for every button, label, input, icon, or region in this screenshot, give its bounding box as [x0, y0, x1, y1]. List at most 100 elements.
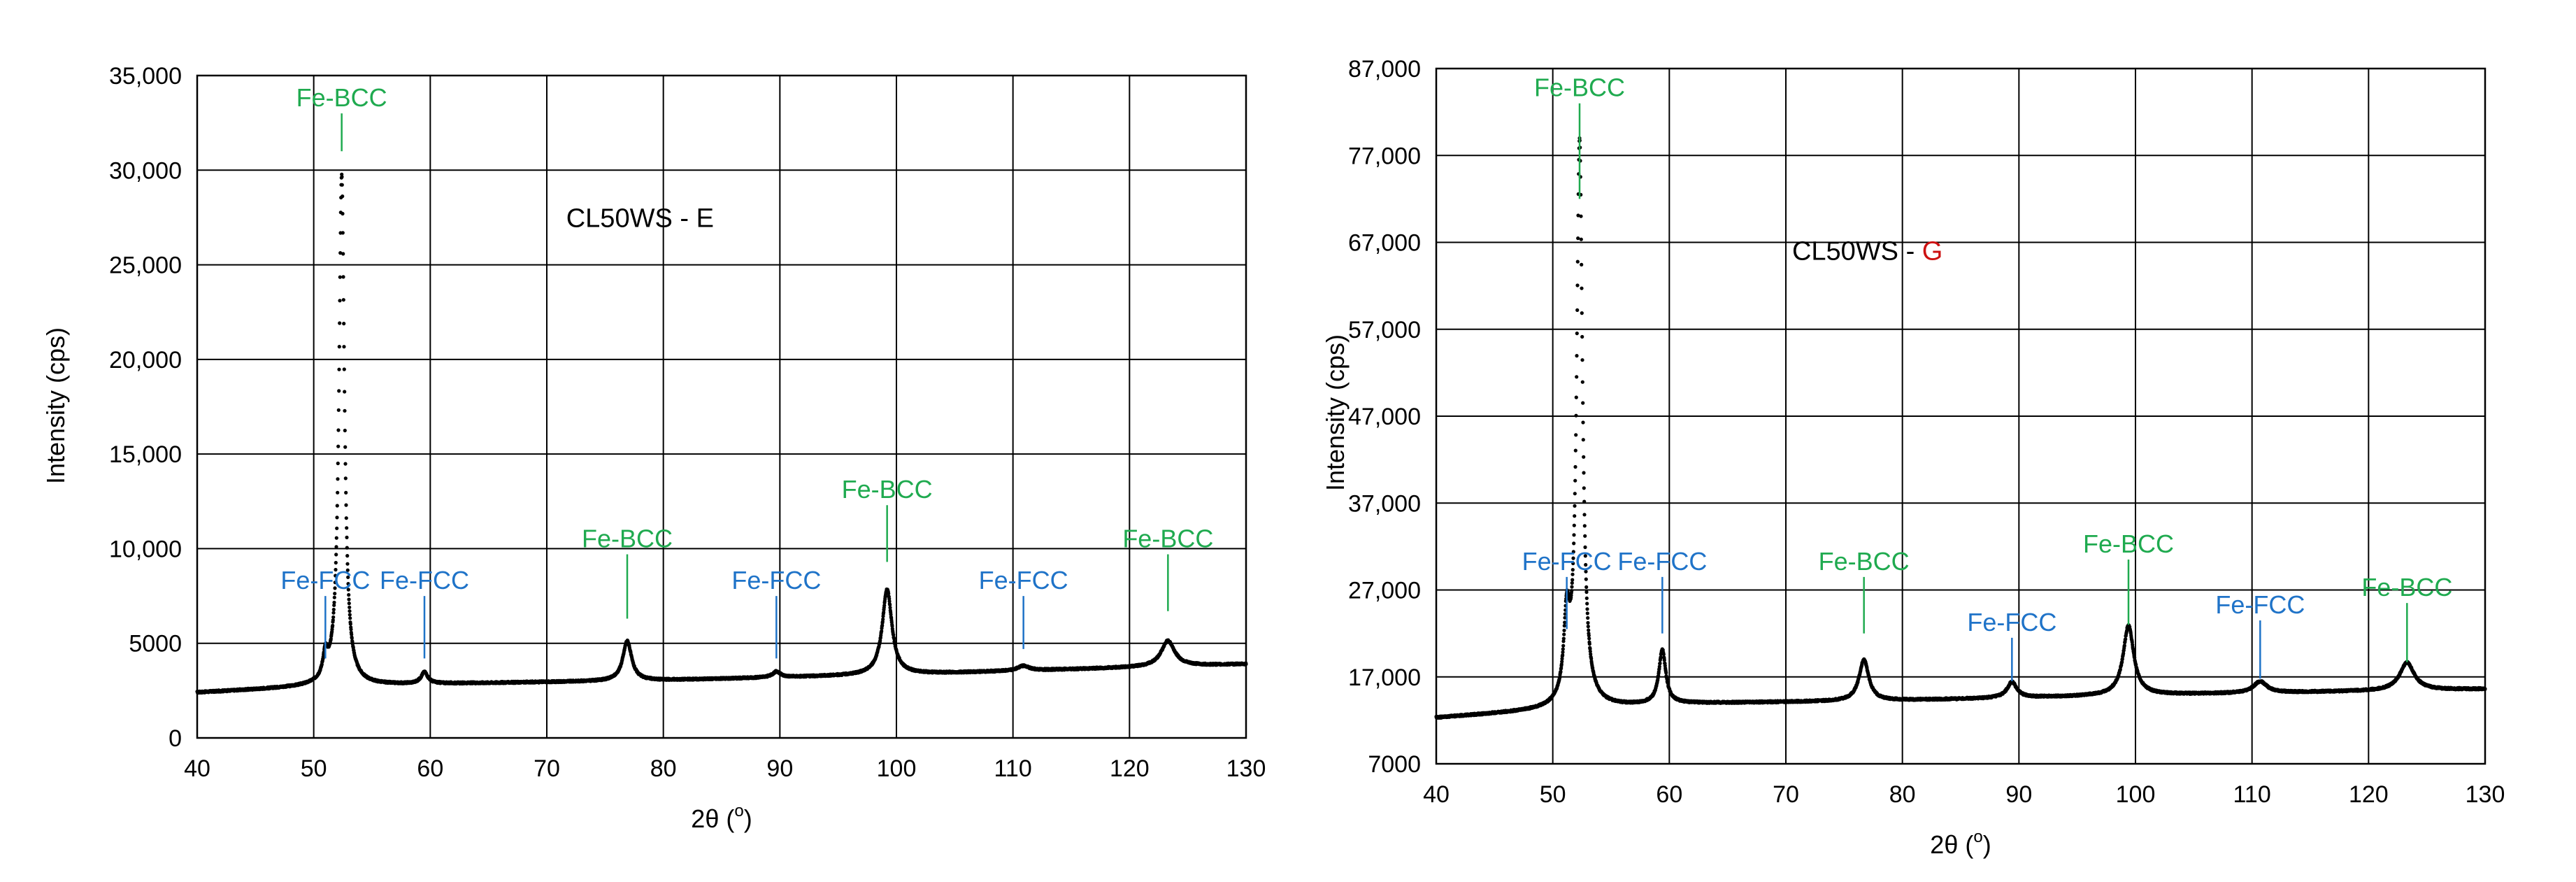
- data-point: [343, 367, 346, 371]
- y-tick-label: 0: [169, 725, 182, 752]
- x-axis-title-degree: o: [1973, 827, 1982, 846]
- y-tick-label: 47,000: [1348, 404, 1421, 430]
- peak-annotation-bcc: Fe-BCC: [1122, 525, 1213, 611]
- data-point: [341, 231, 345, 234]
- y-tick-label: 5000: [129, 631, 182, 657]
- sample-title: CL50WS - G: [1792, 236, 1942, 266]
- data-point: [342, 322, 345, 325]
- y-axis-title: Intensity (cps): [41, 327, 70, 484]
- x-tick-label: 70: [534, 755, 560, 782]
- data-point: [344, 504, 348, 507]
- x-axis-title-degree: o: [734, 802, 743, 820]
- data-series: [1434, 136, 2486, 720]
- x-tick-label: 90: [766, 755, 793, 782]
- peak-annotation-bcc: Fe-BCC: [296, 83, 387, 151]
- data-point: [345, 536, 348, 539]
- y-tick-label: 15,000: [109, 441, 182, 468]
- x-tick-label: 120: [2349, 781, 2389, 808]
- x-axis-title-main: 2θ (: [1930, 830, 1973, 859]
- annotation-label: Fe-FCC: [380, 566, 469, 595]
- data-point: [335, 515, 338, 519]
- data-point: [335, 527, 338, 530]
- data-point: [332, 601, 336, 604]
- sample-title: CL50WS - E: [566, 204, 714, 233]
- x-tick-label: 90: [2005, 781, 2032, 808]
- data-point: [341, 212, 344, 215]
- x-axis-title-close: ): [1983, 830, 1991, 859]
- annotation-label: Fe-BCC: [296, 83, 387, 112]
- data-point: [338, 299, 341, 302]
- data-point: [340, 175, 343, 178]
- data-point: [1244, 662, 1247, 666]
- x-axis-title: 2θ (o): [1930, 827, 1991, 859]
- y-tick-label: 77,000: [1348, 143, 1421, 169]
- data-point: [344, 476, 348, 480]
- data-point: [342, 345, 345, 348]
- data-point: [349, 623, 352, 626]
- data-point: [336, 462, 340, 465]
- data-point: [343, 409, 346, 413]
- annotation-label: Fe-FCC: [280, 566, 370, 595]
- y-tick-label: 37,000: [1348, 490, 1421, 517]
- sample-title-prefix: CL50WS -: [566, 204, 696, 233]
- grid: [197, 76, 1246, 738]
- data-point: [331, 611, 335, 615]
- y-tick-label: 10,000: [109, 536, 182, 562]
- data-point: [337, 368, 341, 371]
- data-point: [341, 194, 344, 198]
- x-axis-title-close: ): [744, 804, 752, 833]
- data-point: [338, 345, 341, 348]
- y-tick-label: 35,000: [109, 63, 182, 90]
- sample-title-condition: E: [696, 204, 714, 233]
- y-tick-label: 25,000: [109, 252, 182, 279]
- data-point: [341, 275, 345, 278]
- x-tick-label: 130: [2466, 781, 2505, 808]
- x-tick-label: 60: [1656, 781, 1682, 808]
- peak-annotation-fcc: Fe-FCC: [380, 566, 469, 658]
- y-tick-label: 87,000: [1348, 56, 1421, 83]
- x-tick-label: 50: [1540, 781, 1566, 808]
- peak-annotation-bcc: Fe-BCC: [582, 525, 673, 619]
- peak-annotation-fcc: Fe-FCC: [979, 566, 1068, 649]
- annotation-label: Fe-BCC: [842, 475, 933, 504]
- y-tick-label: 27,000: [1348, 578, 1421, 604]
- x-tick-label: 50: [301, 755, 327, 782]
- data-point: [336, 445, 340, 448]
- data-point: [335, 536, 338, 540]
- data-point: [333, 596, 336, 599]
- peak-annotation-fcc: Fe-FCC: [731, 566, 821, 658]
- data-series: [195, 173, 1247, 695]
- x-tick-label: 110: [994, 755, 1032, 782]
- annotation-label: Fe-BCC: [582, 525, 673, 553]
- x-tick-label: 120: [1110, 755, 1150, 782]
- y-tick-label: 67,000: [1348, 230, 1421, 257]
- data-point: [345, 516, 348, 520]
- y-tick-label: 20,000: [109, 347, 182, 374]
- data-point: [336, 491, 339, 495]
- data-point: [342, 298, 345, 301]
- peak-annotation-fcc: Fe-FCC: [280, 566, 370, 658]
- data-point: [336, 504, 339, 507]
- x-tick-label: 60: [417, 755, 443, 782]
- grid: [1436, 69, 2485, 764]
- x-tick-label: 100: [877, 755, 917, 782]
- data-point: [338, 276, 342, 279]
- x-tick-label: 40: [184, 755, 210, 782]
- data-point: [348, 602, 351, 605]
- y-tick-label: 17,000: [1348, 664, 1421, 691]
- annotation-label: Fe-FCC: [979, 566, 1068, 595]
- data-point: [334, 553, 338, 556]
- data-point: [338, 321, 341, 325]
- data-point: [336, 477, 339, 481]
- x-axis-title-main: 2θ (: [691, 804, 734, 833]
- sample-title-condition: G: [1922, 236, 1943, 266]
- data-point: [331, 616, 335, 619]
- data-point: [336, 428, 340, 432]
- data-point: [348, 616, 352, 620]
- data-point: [343, 390, 346, 393]
- x-tick-label: 100: [2116, 781, 2156, 808]
- x-axis-title: 2θ (o): [691, 802, 752, 833]
